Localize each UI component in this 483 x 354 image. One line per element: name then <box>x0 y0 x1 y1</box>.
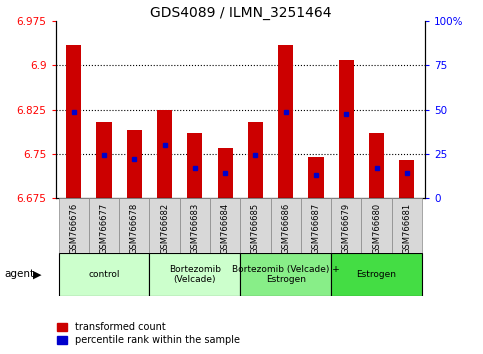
Bar <box>278 45 293 198</box>
Bar <box>58 198 89 253</box>
Bar <box>399 160 414 198</box>
Bar <box>339 59 354 198</box>
Bar <box>97 121 112 198</box>
Bar <box>392 198 422 253</box>
Bar <box>331 198 361 253</box>
Text: GSM766685: GSM766685 <box>251 202 260 254</box>
Bar <box>149 198 180 253</box>
Bar <box>210 198 241 253</box>
Bar <box>119 198 149 253</box>
Text: GSM766677: GSM766677 <box>99 202 109 254</box>
Text: GSM766686: GSM766686 <box>281 202 290 254</box>
Text: GSM766683: GSM766683 <box>190 202 199 254</box>
Legend: transformed count, percentile rank within the sample: transformed count, percentile rank withi… <box>53 319 243 349</box>
Text: GSM766687: GSM766687 <box>312 202 321 254</box>
Bar <box>270 198 301 253</box>
Bar <box>217 148 233 198</box>
Text: GSM766680: GSM766680 <box>372 202 381 254</box>
Bar <box>66 45 81 198</box>
Bar <box>369 133 384 198</box>
Bar <box>157 110 172 198</box>
Bar <box>301 198 331 253</box>
Bar <box>149 253 241 296</box>
Title: GDS4089 / ILMN_3251464: GDS4089 / ILMN_3251464 <box>150 6 331 20</box>
Text: control: control <box>88 270 120 279</box>
Text: Estrogen: Estrogen <box>356 270 397 279</box>
Text: Bortezomib
(Velcade): Bortezomib (Velcade) <box>169 265 221 284</box>
Bar <box>89 198 119 253</box>
Text: agent: agent <box>5 269 35 279</box>
Text: GSM766684: GSM766684 <box>221 202 229 254</box>
Text: ▶: ▶ <box>33 269 42 279</box>
Bar <box>187 133 202 198</box>
Bar <box>331 253 422 296</box>
Text: Bortezomib (Velcade) +
Estrogen: Bortezomib (Velcade) + Estrogen <box>232 265 340 284</box>
Bar <box>309 157 324 198</box>
Text: GSM766676: GSM766676 <box>69 202 78 254</box>
Text: GSM766679: GSM766679 <box>342 202 351 254</box>
Bar <box>241 198 270 253</box>
Text: GSM766682: GSM766682 <box>160 202 169 254</box>
Bar <box>248 121 263 198</box>
Text: GSM766681: GSM766681 <box>402 202 412 254</box>
Text: GSM766678: GSM766678 <box>130 202 139 254</box>
Bar <box>127 130 142 198</box>
Bar <box>361 198 392 253</box>
Bar <box>58 253 149 296</box>
Bar <box>241 253 331 296</box>
Bar <box>180 198 210 253</box>
